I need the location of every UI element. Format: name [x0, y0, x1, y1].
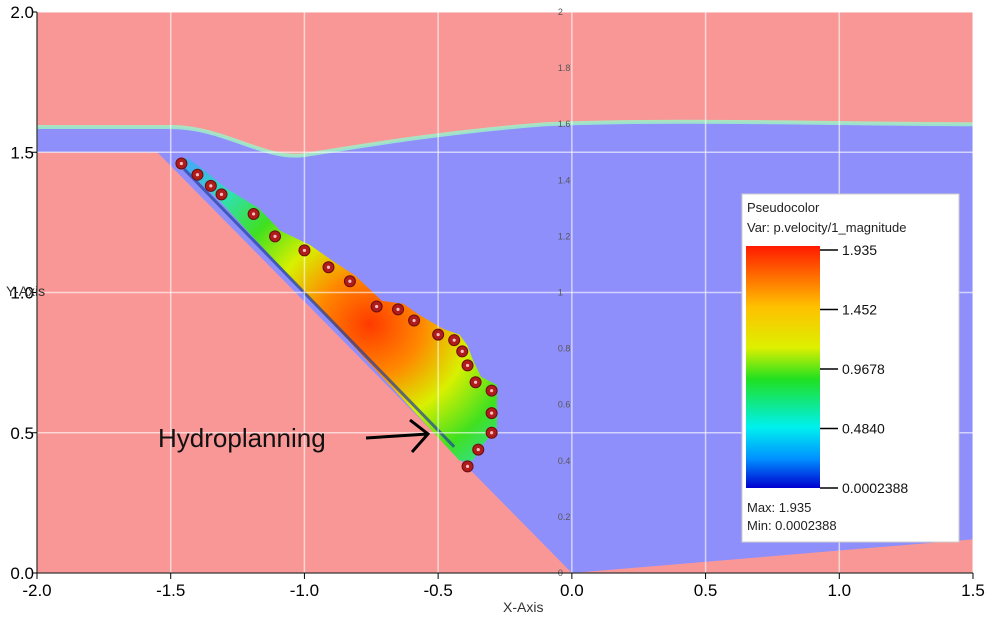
inner-y-tick-label: 1.4: [558, 175, 571, 185]
inner-y-tick-label: 0.6: [558, 400, 571, 410]
annotation-text: Hydroplanning: [158, 423, 326, 453]
velocity-jet-region: [178, 157, 497, 461]
marker-point-center: [473, 380, 478, 384]
marker-point-center: [302, 248, 307, 253]
legend-variable: Var: p.velocity/1_magnitude: [747, 220, 906, 235]
inner-y-tick-label: 1.2: [558, 231, 571, 241]
y-tick-label: 2.0: [10, 3, 34, 22]
marker-point-center: [209, 184, 213, 188]
marker-point-center: [465, 363, 470, 368]
inner-y-tick-label: 1.6: [558, 119, 571, 129]
marker-point-center: [490, 431, 494, 435]
marker-point-center: [476, 447, 480, 452]
inner-y-tick-label: 0.4: [558, 456, 571, 466]
jet-underside-edge: [183, 168, 456, 448]
marker-point-center: [490, 389, 494, 393]
marker-point-center: [396, 307, 400, 311]
legend-tick-label: 0.9678: [842, 361, 885, 377]
legend-color-bar: [746, 246, 820, 488]
y-axis-label: Y-Axis: [6, 283, 45, 299]
hydroplanning-annotation: Hydroplanning: [158, 418, 431, 453]
y-tick-label: 1.5: [10, 143, 34, 162]
legend-tick-label: 0.0002388: [842, 480, 908, 496]
inner-y-tick-label: 0.2: [558, 512, 571, 522]
free-surface-interface: [37, 119, 974, 158]
marker-point-center: [375, 304, 379, 309]
x-tick-label: 0.0: [560, 581, 584, 600]
x-tick-label: 1.0: [827, 581, 851, 600]
y-tick-labels: 0.0 0.5 1.0 1.5 2.0: [10, 3, 973, 583]
marker-point-center: [326, 265, 331, 269]
marker-point-center: [436, 332, 440, 337]
y-tick-label: 0.0: [10, 564, 34, 583]
marker-point-center: [348, 279, 352, 283]
x-tick-labels: -2.0 -1.5 -1.0 -0.5 0.0 0.5 1.0 1.5: [22, 573, 985, 600]
marker-point-center: [490, 411, 494, 415]
marker-point-center: [179, 161, 184, 166]
legend-ticks: 1.935 1.452 0.9678 0.4840 0.0002388: [820, 242, 908, 496]
y-tick-label: 0.5: [10, 424, 34, 443]
y-tick-label: 1.0: [10, 284, 34, 303]
marker-point-center: [412, 318, 416, 323]
x-tick-label: -2.0: [22, 581, 51, 600]
x-tick-label: -0.5: [423, 581, 452, 600]
arrow-head-icon: [409, 418, 431, 453]
x-tick-label: 1.5: [961, 581, 985, 600]
marker-points: [175, 157, 498, 473]
marker-point-center: [195, 173, 200, 177]
color-legend: Pseudocolor Var: p.velocity/1_magnitude …: [741, 193, 960, 543]
legend-tick-label: 1.452: [842, 302, 877, 318]
legend-max: Max: 1.935: [747, 500, 811, 515]
inner-y-tick-label: 1: [558, 288, 563, 298]
inner-y-tick-labels: 00.20.40.60.811.21.41.61.82: [558, 7, 571, 578]
marker-point-center: [460, 349, 464, 354]
legend-title: Pseudocolor: [747, 200, 820, 215]
marker-point-center: [219, 192, 224, 196]
marker-point-center: [465, 464, 470, 469]
annotation-arrow-icon: [365, 432, 429, 440]
x-tick-label: -1.5: [156, 581, 185, 600]
x-tick-label: -1.0: [290, 581, 319, 600]
marker-point-center: [273, 234, 277, 238]
legend-min: Min: 0.0002388: [747, 518, 837, 533]
legend-tick-label: 1.935: [842, 242, 877, 258]
marker-point-center: [452, 338, 456, 342]
x-tick-label: 0.5: [694, 581, 718, 600]
marker-point-center: [252, 212, 256, 216]
legend-tick-label: 0.4840: [842, 421, 885, 437]
inner-y-tick-label: 2: [558, 7, 563, 17]
x-axis-label: X-Axis: [503, 599, 543, 615]
inner-y-tick-label: 0.8: [558, 344, 571, 354]
inner-y-tick-label: 1.8: [558, 63, 571, 73]
